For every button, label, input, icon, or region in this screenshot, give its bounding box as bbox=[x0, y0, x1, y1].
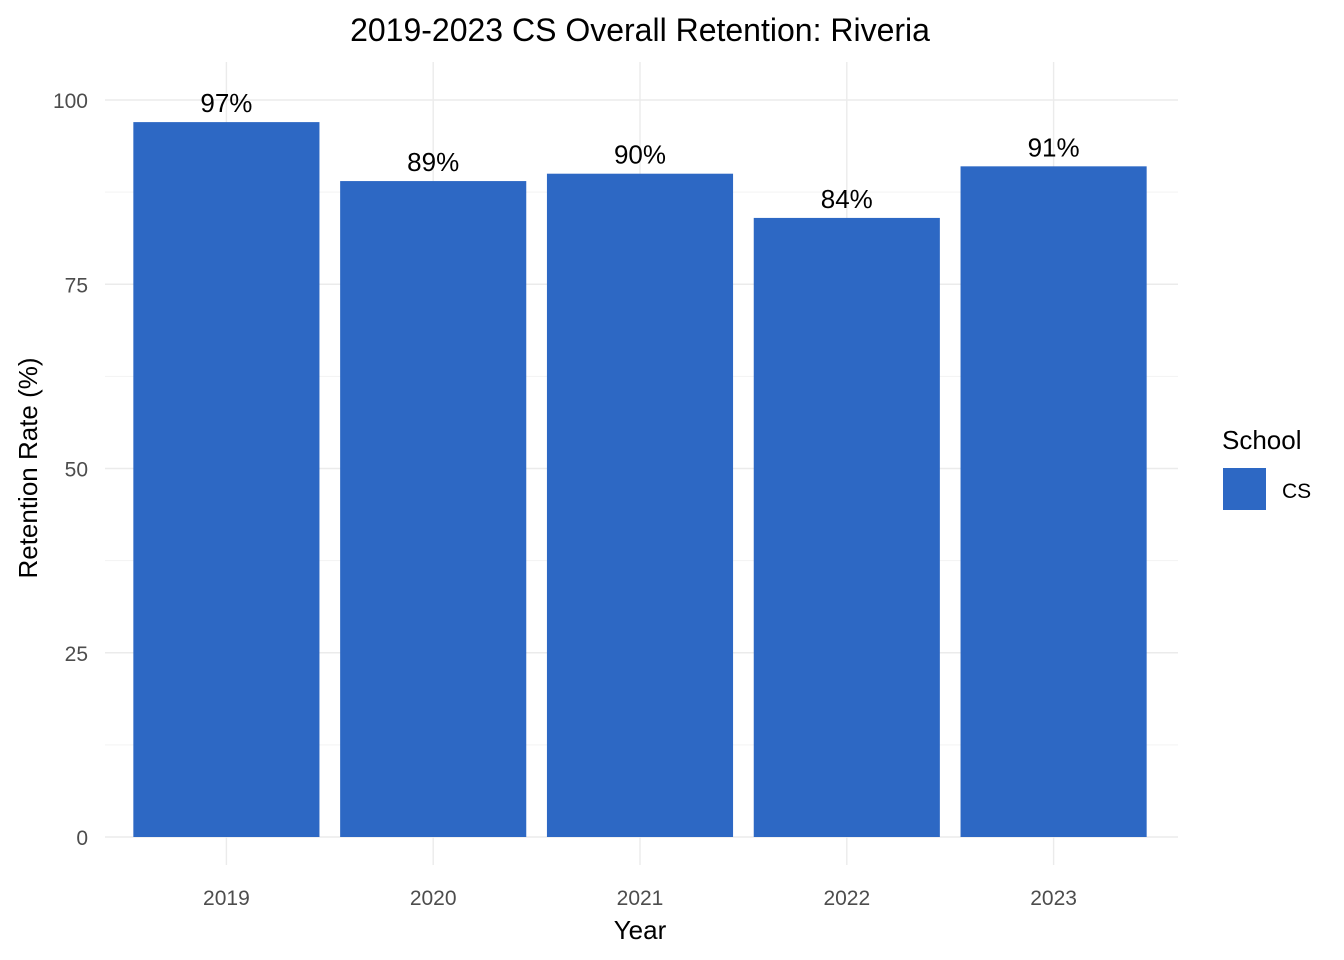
x-tick-label-2019: 2019 bbox=[203, 887, 250, 910]
data-label-2021: 90% bbox=[614, 140, 666, 170]
x-tick-label-2022: 2022 bbox=[823, 887, 870, 910]
bar-2021 bbox=[546, 173, 734, 837]
x-tick-label-2021: 2021 bbox=[617, 887, 664, 910]
y-axis-ticks: 0 25 50 75 100 bbox=[53, 90, 88, 850]
legend-swatch-cs bbox=[1223, 468, 1266, 510]
data-label-2020: 89% bbox=[407, 147, 459, 177]
y-tick-label: 25 bbox=[65, 643, 88, 666]
data-label-2022: 84% bbox=[821, 184, 873, 214]
legend-label-cs: CS bbox=[1282, 480, 1311, 503]
data-labels: 97% 89% 90% 84% 91% bbox=[200, 88, 1079, 214]
x-tick-label-2020: 2020 bbox=[410, 887, 457, 910]
x-axis-title: Year bbox=[614, 915, 667, 945]
y-tick-label: 100 bbox=[53, 90, 88, 113]
bar-2019 bbox=[133, 122, 320, 838]
y-tick-label: 0 bbox=[76, 827, 88, 850]
data-label-2023: 91% bbox=[1028, 132, 1080, 162]
bar-2022 bbox=[753, 217, 940, 838]
bars bbox=[133, 122, 1147, 838]
chart-title: 2019-2023 CS Overall Retention: Riveria bbox=[350, 12, 930, 48]
y-tick-label: 50 bbox=[65, 459, 88, 482]
y-axis-title: Retention Rate (%) bbox=[13, 357, 43, 578]
bar-2020 bbox=[340, 181, 527, 837]
legend: School CS bbox=[1222, 425, 1311, 510]
x-tick-label-2023: 2023 bbox=[1030, 887, 1077, 910]
y-tick-label: 75 bbox=[65, 274, 88, 297]
bar-2023 bbox=[960, 166, 1147, 837]
x-axis-ticks: 2019 2020 2021 2022 2023 bbox=[203, 887, 1077, 910]
legend-title: School bbox=[1222, 425, 1302, 455]
data-label-2019: 97% bbox=[200, 88, 252, 118]
